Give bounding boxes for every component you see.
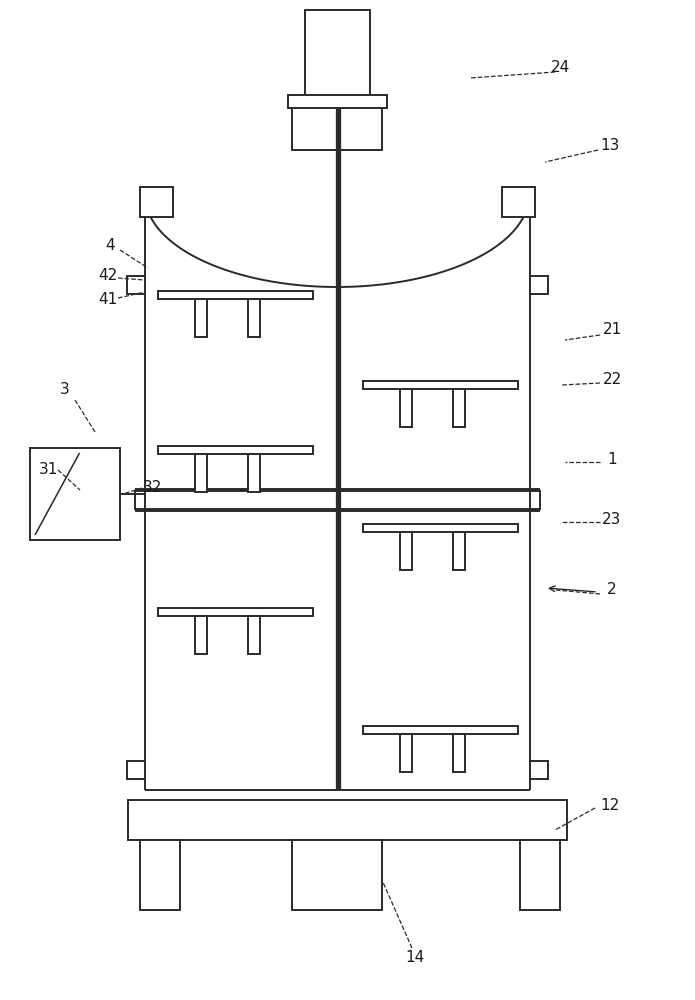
Text: 22: 22 (603, 372, 621, 387)
Text: 42: 42 (99, 267, 117, 282)
Text: 31: 31 (38, 462, 58, 478)
Bar (288, 95, 387, 108)
Text: 23: 23 (603, 512, 622, 528)
Bar (292, 840, 382, 910)
Bar (30, 448, 120, 540)
Bar (305, 10, 370, 95)
Bar (248, 616, 260, 654)
Bar (453, 734, 465, 772)
Text: 1: 1 (607, 452, 617, 468)
Bar (453, 389, 465, 427)
Bar (195, 616, 207, 654)
Bar (195, 299, 207, 337)
Bar (520, 840, 560, 910)
Bar (292, 103, 382, 150)
Bar (400, 389, 412, 427)
Text: 2: 2 (607, 582, 617, 597)
Bar (158, 291, 313, 299)
Bar (158, 446, 313, 454)
Bar (530, 276, 548, 294)
Bar (530, 761, 548, 779)
Bar (248, 454, 260, 492)
Bar (128, 800, 567, 840)
Text: 32: 32 (142, 481, 162, 495)
Text: 14: 14 (405, 950, 425, 966)
Text: 41: 41 (99, 292, 117, 308)
Bar (400, 734, 412, 772)
Bar (127, 276, 145, 294)
Bar (502, 187, 535, 217)
Bar (363, 726, 518, 734)
Bar (140, 187, 173, 217)
Text: 21: 21 (603, 322, 621, 338)
Bar (400, 532, 412, 570)
Bar (248, 299, 260, 337)
Bar (127, 761, 145, 779)
Bar (158, 608, 313, 616)
Bar (363, 524, 518, 532)
Text: 13: 13 (600, 137, 620, 152)
Text: 4: 4 (105, 237, 115, 252)
Bar (195, 454, 207, 492)
Bar (140, 840, 180, 910)
Bar (363, 381, 518, 389)
Text: 3: 3 (60, 382, 70, 397)
Text: 12: 12 (600, 798, 620, 812)
Bar (453, 532, 465, 570)
Text: 24: 24 (550, 60, 570, 76)
